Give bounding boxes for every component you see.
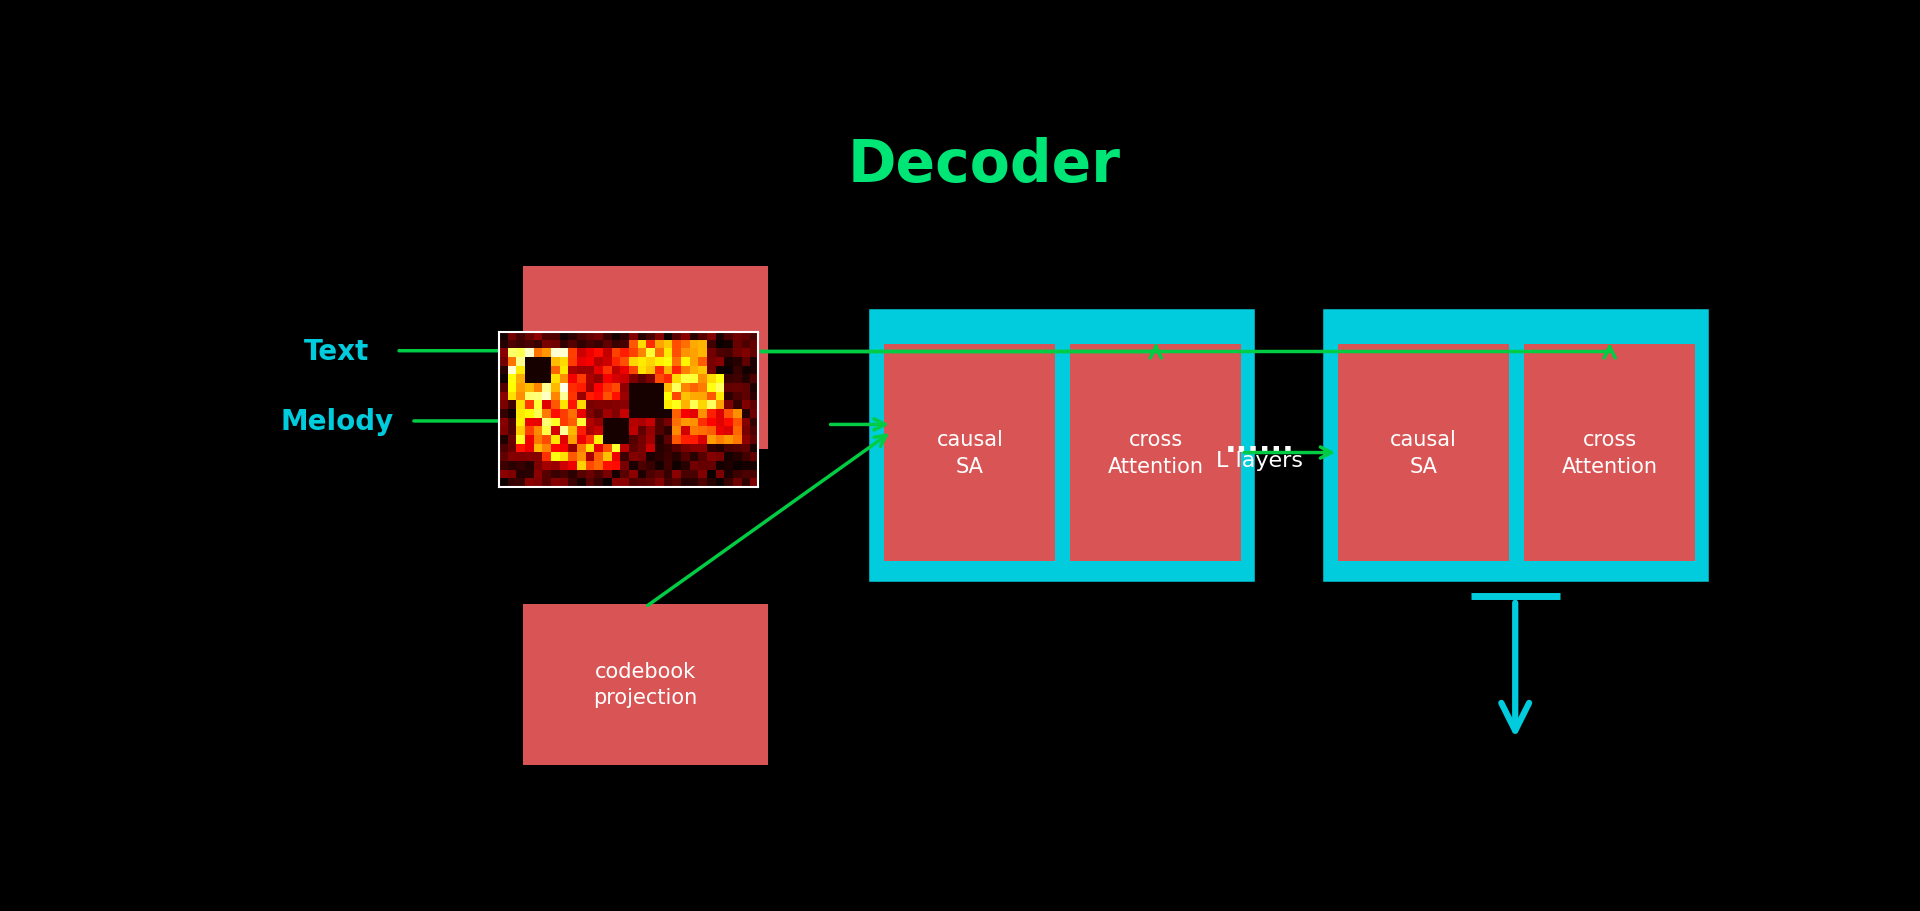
Text: Melody: Melody <box>280 407 394 435</box>
FancyBboxPatch shape <box>872 312 1252 579</box>
Text: cross
Attention: cross Attention <box>1561 430 1657 476</box>
Text: Text: Text <box>303 337 369 365</box>
FancyBboxPatch shape <box>885 344 1056 562</box>
FancyBboxPatch shape <box>522 267 768 449</box>
FancyBboxPatch shape <box>1327 312 1705 579</box>
Text: causal
SA: causal SA <box>1390 430 1457 476</box>
Text: cross
Attention: cross Attention <box>1108 430 1204 476</box>
Text: codebook
projection: codebook projection <box>593 661 697 708</box>
Text: causal
SA: causal SA <box>937 430 1004 476</box>
Text: ......: ...... <box>1225 428 1294 457</box>
Text: Decoder: Decoder <box>847 137 1121 194</box>
FancyBboxPatch shape <box>1069 344 1242 562</box>
FancyBboxPatch shape <box>522 604 768 765</box>
FancyBboxPatch shape <box>1524 344 1695 562</box>
Text: text
encoder: text encoder <box>603 335 687 382</box>
FancyBboxPatch shape <box>1338 344 1509 562</box>
Text: L layers: L layers <box>1215 450 1304 470</box>
